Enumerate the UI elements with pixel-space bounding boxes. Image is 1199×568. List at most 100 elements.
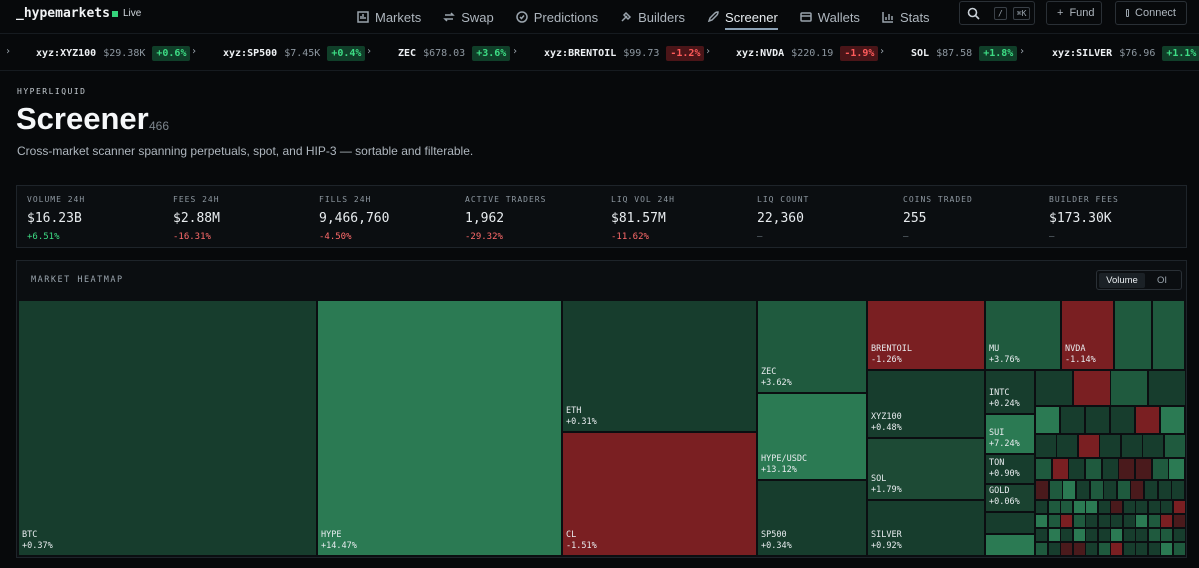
heatmap-tile-small[interactable] — [1035, 434, 1057, 458]
heatmap-tile-small[interactable] — [1085, 406, 1110, 434]
heatmap-tile-small[interactable] — [1035, 528, 1048, 542]
heatmap-tile[interactable]: BRENTOIL -1.26% — [867, 300, 985, 370]
heatmap-tile-small[interactable] — [1085, 528, 1098, 542]
heatmap-tile[interactable]: TON +0.90% — [985, 454, 1035, 484]
heatmap-tile-small[interactable] — [1135, 406, 1160, 434]
heatmap-tile-small[interactable] — [985, 512, 1035, 534]
heatmap-tile[interactable]: SP500 +0.34% — [757, 480, 867, 556]
heatmap-tile-small[interactable] — [1085, 542, 1098, 556]
heatmap-tile-small[interactable] — [1173, 528, 1186, 542]
heatmap-tile-small[interactable] — [1142, 434, 1164, 458]
toggle-oi[interactable]: OI — [1156, 274, 1168, 286]
heatmap-tile-small[interactable] — [1085, 458, 1102, 480]
heatmap-tile-small[interactable] — [1090, 480, 1104, 500]
heatmap-tile-small[interactable] — [1049, 480, 1063, 500]
heatmap-tile-small[interactable] — [1073, 370, 1111, 406]
nav-wallets[interactable]: Wallets — [789, 0, 871, 34]
heatmap-tile[interactable]: SILVER +0.92% — [867, 500, 985, 556]
heatmap-tile-small[interactable] — [1110, 528, 1123, 542]
nav-stats[interactable]: Stats — [871, 0, 941, 34]
heatmap-tile[interactable]: INTC +0.24% — [985, 370, 1035, 414]
heatmap-tile-small[interactable] — [1110, 406, 1135, 434]
heatmap-tile-small[interactable] — [1056, 434, 1078, 458]
heatmap-tile-small[interactable] — [1085, 514, 1098, 528]
heatmap-tile[interactable]: SOL +1.79% — [867, 438, 985, 500]
nav-markets[interactable]: Markets — [346, 0, 432, 34]
heatmap-tile-small[interactable] — [1160, 406, 1185, 434]
heatmap-tile[interactable]: NVDA -1.14% — [1061, 300, 1114, 370]
heatmap-tile-small[interactable] — [1060, 528, 1073, 542]
heatmap-tile-small[interactable] — [1160, 528, 1173, 542]
heatmap-tile-small[interactable] — [1035, 370, 1073, 406]
heatmap-tile-small[interactable] — [1135, 528, 1148, 542]
heatmap-tile-small[interactable] — [1060, 542, 1073, 556]
heatmap-tile[interactable]: CL -1.51% — [562, 432, 757, 556]
heatmap-tile-small[interactable] — [1102, 458, 1119, 480]
heatmap-tile-small[interactable] — [1062, 480, 1076, 500]
heatmap-tile-small[interactable] — [1035, 458, 1052, 480]
heatmap-tile-small[interactable] — [1035, 406, 1060, 434]
heatmap-tile[interactable]: MU +3.76% — [985, 300, 1061, 370]
heatmap-tile-small[interactable] — [1173, 542, 1186, 556]
heatmap-tile-small[interactable] — [1152, 458, 1169, 480]
heatmap-tile[interactable]: HYPE +14.47% — [317, 300, 562, 556]
ticker-item[interactable]: SOL $87.58 +1.8% — [911, 46, 1018, 61]
toggle-volume[interactable]: Volume — [1099, 272, 1145, 288]
heatmap-tile-small[interactable] — [1035, 480, 1049, 500]
heatmap-tile-small[interactable] — [1060, 500, 1073, 514]
ticker-item[interactable]: xyz:BRENTOIL $99.73 -1.2% — [544, 46, 705, 61]
heatmap-tile-small[interactable] — [1052, 458, 1069, 480]
heatmap-tile-small[interactable] — [1110, 542, 1123, 556]
heatmap-tile-small[interactable] — [1068, 458, 1085, 480]
heatmap-tile-small[interactable] — [1144, 480, 1158, 500]
ticker-item[interactable]: xyz:SILVER $76.96 +1.1% — [1052, 46, 1199, 61]
heatmap-tile-small[interactable] — [1168, 458, 1185, 480]
heatmap-tile-small[interactable] — [1135, 500, 1148, 514]
heatmap-tile-small[interactable] — [1148, 370, 1186, 406]
heatmap-tile[interactable]: ETH +0.31% — [562, 300, 757, 432]
brand-logo[interactable]: _hypemarkets — [16, 6, 110, 21]
heatmap-tile-small[interactable] — [1135, 458, 1152, 480]
heatmap-tile-small[interactable] — [1173, 514, 1186, 528]
heatmap-tile-small[interactable] — [1103, 480, 1117, 500]
ticker-item[interactable]: xyz:SP500 $7.45K +0.4% — [223, 46, 366, 61]
heatmap-tile-small[interactable] — [1076, 480, 1090, 500]
search-button[interactable]: / ⌘K — [959, 1, 1035, 25]
heatmap-tile-small[interactable] — [1114, 300, 1152, 370]
heatmap-tile-small[interactable] — [1110, 370, 1148, 406]
fund-button[interactable]: + Fund — [1046, 1, 1102, 25]
heatmap-tile-small[interactable] — [1171, 480, 1185, 500]
heatmap-tile-small[interactable] — [1118, 458, 1135, 480]
heatmap-tile-small[interactable] — [1078, 434, 1100, 458]
heatmap-tile-small[interactable] — [1173, 500, 1186, 514]
heatmap-tile-small[interactable] — [1110, 500, 1123, 514]
nav-predictions[interactable]: Predictions — [505, 0, 609, 34]
heatmap-tile-small[interactable] — [1160, 500, 1173, 514]
heatmap-tile-small[interactable] — [1035, 514, 1048, 528]
heatmap-tile[interactable]: BTC +0.37% — [18, 300, 317, 556]
heatmap-tile[interactable]: XYZ100 +0.48% — [867, 370, 985, 438]
heatmap-tile-small[interactable] — [1160, 542, 1173, 556]
heatmap-tile-small[interactable] — [1060, 514, 1073, 528]
heatmap-tile[interactable]: ZEC +3.62% — [757, 300, 867, 393]
heatmap-tile-small[interactable] — [1130, 480, 1144, 500]
heatmap-tile-small[interactable] — [1035, 542, 1048, 556]
heatmap-tile-small[interactable] — [1085, 500, 1098, 514]
ticker-item[interactable]: xyz:NVDA $220.19 -1.9% — [736, 46, 879, 61]
heatmap-tile-small[interactable] — [1135, 514, 1148, 528]
connect-button[interactable]: Connect — [1115, 1, 1187, 25]
heatmap-tile-small[interactable] — [1160, 514, 1173, 528]
ticker-item[interactable]: ZEC $678.03 +3.6% — [398, 46, 511, 61]
heatmap-tile-small[interactable] — [985, 534, 1035, 556]
heatmap-tile-small[interactable] — [1117, 480, 1131, 500]
heatmap-tile[interactable]: GOLD +0.06% — [985, 484, 1035, 512]
heatmap-tile-small[interactable] — [1164, 434, 1186, 458]
heatmap-tile-small[interactable] — [1152, 300, 1185, 370]
heatmap-tile[interactable]: HYPE/USDC +13.12% — [757, 393, 867, 480]
heatmap-tile-small[interactable] — [1099, 434, 1121, 458]
ticker-item[interactable]: xyz:XYZ100 $29.38K +0.6% — [36, 46, 191, 61]
heatmap-tile-small[interactable] — [1135, 542, 1148, 556]
heatmap-tile-small[interactable] — [1060, 406, 1085, 434]
nav-swap[interactable]: Swap — [432, 0, 505, 34]
nav-screener[interactable]: Screener — [696, 0, 789, 34]
